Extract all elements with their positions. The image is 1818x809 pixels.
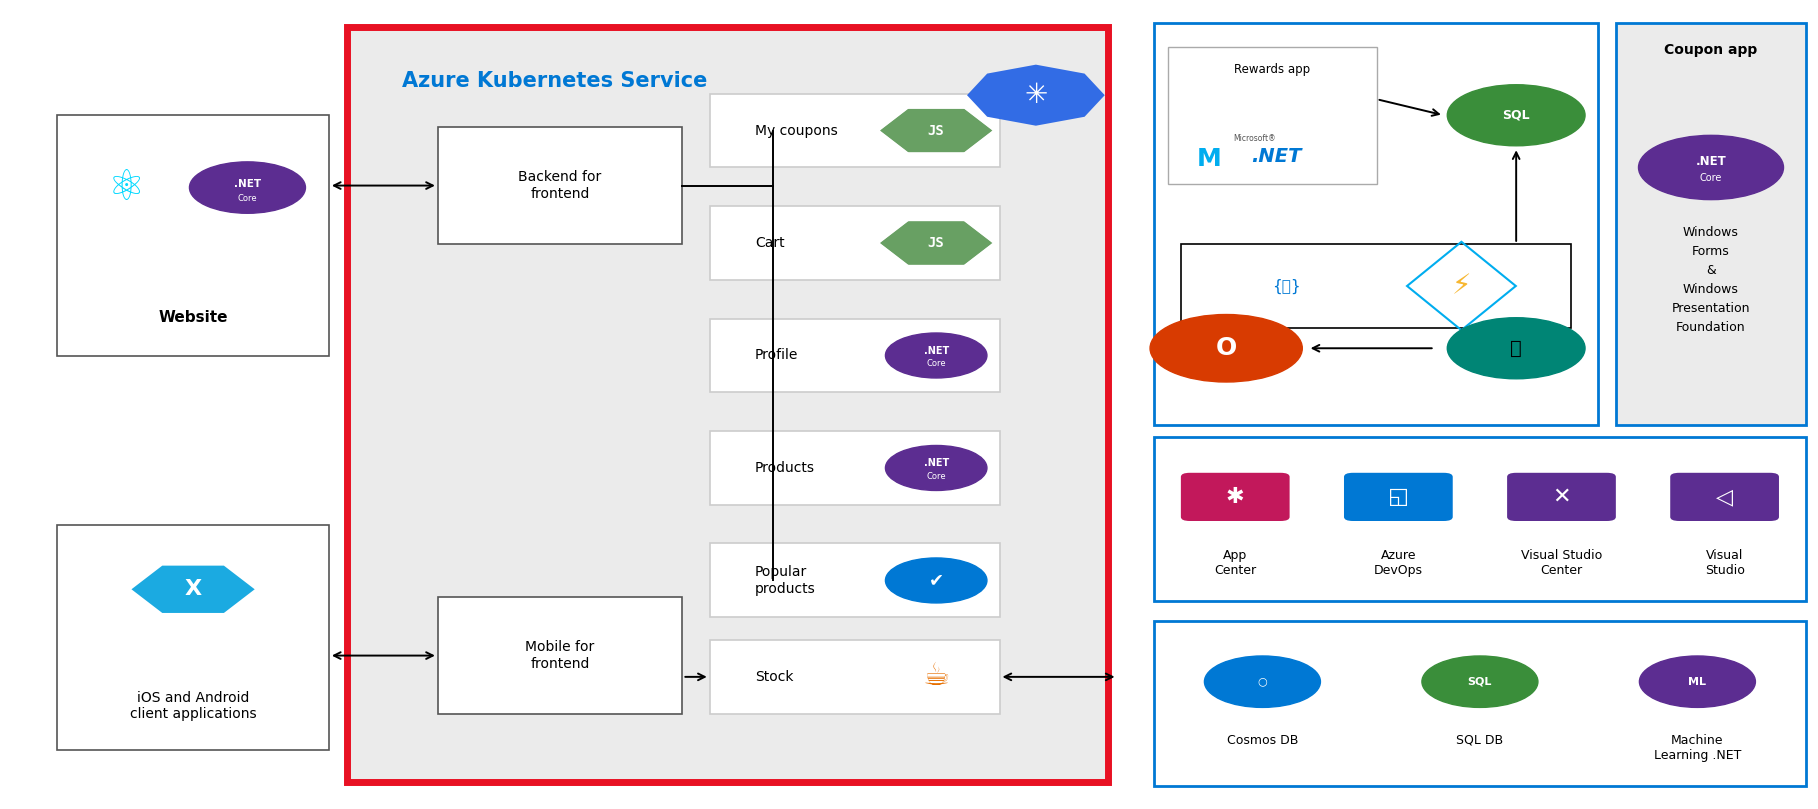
- Bar: [56, 525, 329, 750]
- Circle shape: [1447, 318, 1585, 379]
- Bar: [709, 640, 1000, 714]
- FancyBboxPatch shape: [1182, 472, 1289, 521]
- Bar: [347, 27, 1109, 782]
- Circle shape: [1151, 315, 1302, 382]
- Text: Cart: Cart: [754, 236, 785, 250]
- Text: .NET: .NET: [235, 179, 262, 188]
- Text: ✕: ✕: [1553, 487, 1571, 507]
- Text: Windows
Forms
&
Windows
Presentation
Foundation: Windows Forms & Windows Presentation Fou…: [1673, 226, 1751, 334]
- Bar: [709, 206, 1000, 280]
- Text: Core: Core: [1700, 173, 1722, 183]
- Text: Coupon app: Coupon app: [1665, 43, 1758, 57]
- Text: ML: ML: [1689, 676, 1707, 687]
- Text: Azure
DevOps: Azure DevOps: [1374, 549, 1423, 577]
- Text: Visual Studio
Center: Visual Studio Center: [1522, 549, 1602, 577]
- Text: X: X: [184, 579, 202, 599]
- Text: ◱: ◱: [1387, 487, 1409, 507]
- Text: ⚡: ⚡: [1453, 272, 1471, 300]
- Text: Stock: Stock: [754, 670, 793, 684]
- Circle shape: [885, 558, 987, 603]
- Text: ⚛: ⚛: [107, 167, 145, 209]
- Text: .NET: .NET: [1251, 147, 1302, 167]
- Text: Popular
products: Popular products: [754, 565, 816, 595]
- Polygon shape: [967, 65, 1105, 125]
- Text: My coupons: My coupons: [754, 124, 838, 138]
- Text: Backend for
frontend: Backend for frontend: [518, 171, 602, 201]
- Text: Core: Core: [927, 359, 945, 368]
- FancyBboxPatch shape: [1344, 472, 1453, 521]
- Text: JS: JS: [929, 236, 944, 249]
- Bar: [438, 127, 682, 244]
- Text: .NET: .NET: [924, 345, 949, 356]
- Circle shape: [1447, 85, 1585, 146]
- Text: ✱: ✱: [1225, 487, 1245, 507]
- Bar: [709, 94, 1000, 167]
- Text: Core: Core: [927, 472, 945, 481]
- Circle shape: [1640, 656, 1756, 707]
- Text: .NET: .NET: [924, 458, 949, 468]
- Text: ✔: ✔: [929, 571, 944, 590]
- Bar: [709, 431, 1000, 505]
- Text: .NET: .NET: [1696, 155, 1727, 168]
- Bar: [1154, 23, 1598, 425]
- Text: Microsoft®: Microsoft®: [1233, 134, 1276, 143]
- Bar: [1154, 437, 1805, 601]
- FancyBboxPatch shape: [1507, 472, 1616, 521]
- Circle shape: [1638, 135, 1783, 200]
- Text: JS: JS: [929, 124, 944, 137]
- Text: 🧠: 🧠: [1511, 339, 1522, 358]
- Circle shape: [1205, 656, 1320, 707]
- Text: ✳: ✳: [1024, 81, 1047, 109]
- Circle shape: [885, 333, 987, 378]
- Bar: [56, 115, 329, 356]
- Text: iOS and Android
client applications: iOS and Android client applications: [129, 691, 256, 721]
- Bar: [1182, 244, 1571, 328]
- Text: Products: Products: [754, 461, 814, 475]
- Text: JS: JS: [927, 236, 945, 250]
- Text: SQL: SQL: [1502, 108, 1531, 122]
- Text: ○: ○: [1258, 676, 1267, 687]
- Polygon shape: [131, 565, 255, 613]
- Bar: [1154, 621, 1805, 786]
- Text: ☕: ☕: [922, 663, 949, 692]
- Bar: [709, 544, 1000, 617]
- Polygon shape: [880, 222, 993, 265]
- Text: Core: Core: [238, 193, 258, 202]
- Circle shape: [1422, 656, 1538, 707]
- Text: ◁: ◁: [1716, 487, 1733, 507]
- Bar: [1169, 47, 1376, 184]
- Bar: [1616, 23, 1805, 425]
- Text: SQL: SQL: [1467, 676, 1493, 687]
- Text: Website: Website: [158, 310, 227, 325]
- Text: O: O: [1216, 337, 1236, 360]
- Bar: [438, 597, 682, 714]
- Bar: [709, 319, 1000, 392]
- Text: Azure Kubernetes Service: Azure Kubernetes Service: [402, 71, 707, 91]
- FancyBboxPatch shape: [1671, 472, 1780, 521]
- Text: Cosmos DB: Cosmos DB: [1227, 734, 1298, 747]
- Text: Profile: Profile: [754, 349, 798, 362]
- Text: Rewards app: Rewards app: [1234, 63, 1311, 76]
- Text: JS: JS: [927, 124, 945, 138]
- Polygon shape: [880, 109, 993, 152]
- Text: M: M: [1196, 147, 1222, 172]
- Text: Mobile for
frontend: Mobile for frontend: [525, 641, 594, 671]
- Text: App
Center: App Center: [1214, 549, 1256, 577]
- Text: Visual
Studio: Visual Studio: [1705, 549, 1745, 577]
- Text: Machine
Learning .NET: Machine Learning .NET: [1654, 734, 1742, 762]
- Circle shape: [189, 162, 305, 214]
- Circle shape: [885, 446, 987, 490]
- Text: SQL DB: SQL DB: [1456, 734, 1503, 747]
- Text: {👤}: {👤}: [1273, 278, 1300, 294]
